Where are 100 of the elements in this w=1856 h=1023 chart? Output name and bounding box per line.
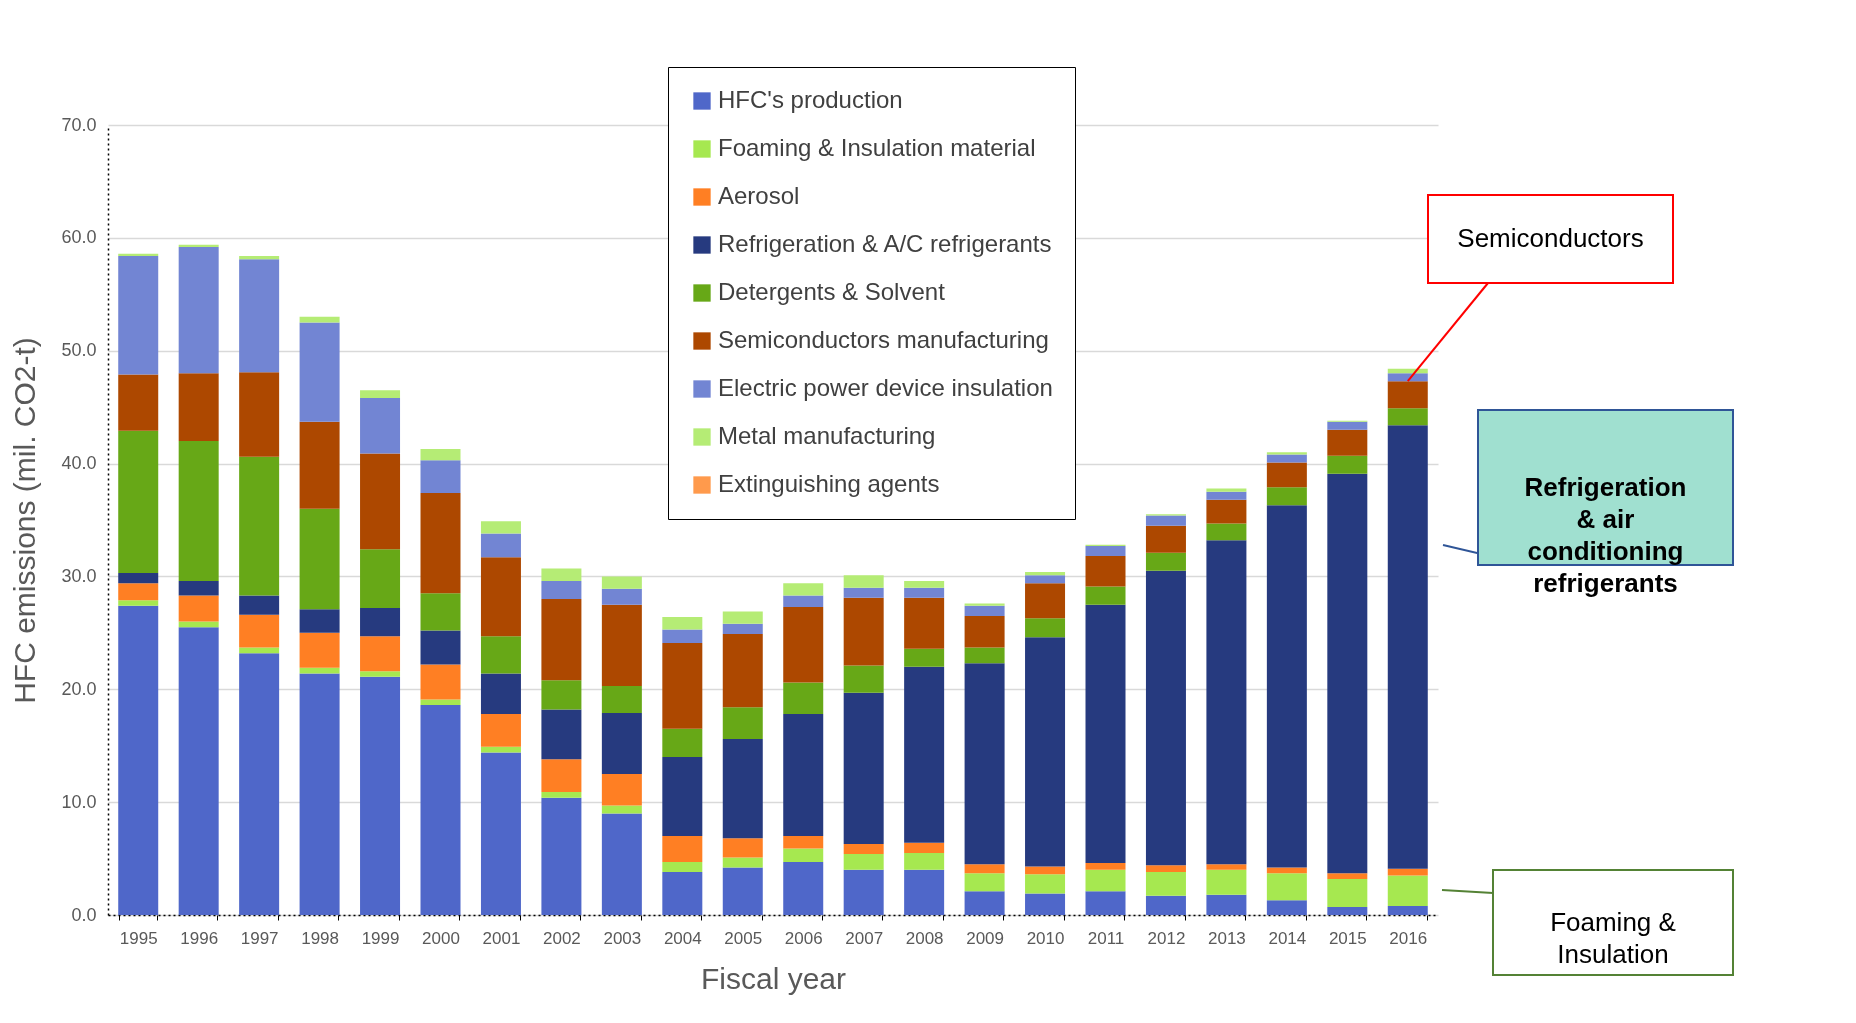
bar xyxy=(299,322,340,422)
bar xyxy=(843,869,884,915)
bar xyxy=(1387,875,1428,906)
bar xyxy=(299,673,340,915)
x-tick-label: 2004 xyxy=(663,928,702,948)
bar xyxy=(1025,637,1066,867)
bar xyxy=(783,682,824,715)
bar xyxy=(1206,488,1247,492)
bar xyxy=(541,568,582,581)
bar xyxy=(480,673,521,715)
bar xyxy=(1206,869,1247,895)
bar xyxy=(420,460,461,493)
bar xyxy=(601,712,642,774)
bar xyxy=(480,714,521,747)
bar xyxy=(964,891,1005,915)
bar xyxy=(1327,873,1368,879)
bar xyxy=(1025,866,1066,875)
bar xyxy=(904,869,945,915)
bar xyxy=(662,629,703,644)
bar xyxy=(662,757,703,836)
y-tick-label: 70.0 xyxy=(61,114,97,135)
bar xyxy=(662,861,703,873)
bar xyxy=(420,448,461,461)
x-tick-label: 2006 xyxy=(784,928,823,948)
bar xyxy=(239,372,280,457)
legend-label: HFC's production xyxy=(718,86,903,113)
bar xyxy=(964,663,1005,865)
x-tick-label: 1998 xyxy=(301,928,339,948)
bar xyxy=(964,864,1005,874)
bar xyxy=(1085,863,1126,870)
bar xyxy=(118,374,159,431)
bar xyxy=(1387,381,1428,409)
bar xyxy=(722,707,763,739)
legend-label: Semiconductors manufacturing xyxy=(718,326,1049,353)
bar xyxy=(178,595,219,622)
legend-label: Extinguishing agents xyxy=(718,470,940,497)
y-tick-label: 50.0 xyxy=(61,340,97,361)
legend-label: Refrigeration & A/C refrigerants xyxy=(718,230,1052,257)
bar xyxy=(480,636,521,674)
bar xyxy=(360,398,401,454)
x-tick-label: 2012 xyxy=(1147,928,1186,948)
bar xyxy=(420,492,461,594)
bar xyxy=(843,587,884,598)
y-tick-label: 40.0 xyxy=(61,453,97,474)
bar xyxy=(1266,505,1307,868)
bar xyxy=(420,705,461,915)
bar xyxy=(964,647,1005,664)
bar xyxy=(541,709,582,760)
annotation: Semiconductors xyxy=(1457,223,1644,253)
bar xyxy=(178,627,219,915)
bar xyxy=(420,630,461,665)
x-tick-label: 1995 xyxy=(119,928,158,948)
bar xyxy=(1266,900,1307,915)
x-tick-label: 2005 xyxy=(724,928,763,948)
bar xyxy=(1145,515,1186,526)
bar xyxy=(178,373,219,441)
x-axis-title: Fiscal year xyxy=(700,961,847,995)
bar xyxy=(904,842,945,853)
bar xyxy=(118,600,159,606)
bar xyxy=(239,614,280,648)
bar xyxy=(904,587,945,598)
bar xyxy=(1266,873,1307,901)
bar xyxy=(420,593,461,631)
bar xyxy=(1025,618,1066,638)
bar xyxy=(1145,552,1186,571)
bar xyxy=(118,605,159,915)
bar xyxy=(1206,540,1247,865)
bar xyxy=(541,791,582,798)
bar xyxy=(843,843,884,855)
x-tick-label: 2009 xyxy=(966,928,1004,948)
legend-label: Detergents & Solvent xyxy=(718,278,946,305)
bar xyxy=(480,557,521,637)
bar xyxy=(1387,373,1428,382)
bar xyxy=(722,867,763,915)
bar xyxy=(904,666,945,843)
x-tick-label: 2011 xyxy=(1087,928,1125,948)
bar xyxy=(904,852,945,870)
bar xyxy=(843,665,884,693)
bar xyxy=(541,797,582,915)
x-tick-label: 2001 xyxy=(482,928,521,948)
bar xyxy=(722,738,763,839)
bar xyxy=(1025,575,1066,584)
x-tick-label: 2013 xyxy=(1207,928,1246,948)
bar xyxy=(239,595,280,615)
bar xyxy=(783,606,824,683)
bar xyxy=(783,583,824,596)
bar xyxy=(118,255,159,375)
bar xyxy=(480,533,521,558)
bar xyxy=(1327,429,1368,456)
x-tick-label: 2016 xyxy=(1389,928,1428,948)
bar xyxy=(722,623,763,634)
legend-label: Electric power device insulation xyxy=(718,374,1053,401)
bar xyxy=(601,604,642,686)
bar xyxy=(783,861,824,915)
bar xyxy=(783,595,824,607)
legend-label: Foaming & Insulation material xyxy=(718,134,1036,161)
bar xyxy=(1145,525,1186,553)
legend-label: Aerosol xyxy=(718,182,800,209)
bar xyxy=(360,671,401,677)
bar xyxy=(1327,473,1368,874)
